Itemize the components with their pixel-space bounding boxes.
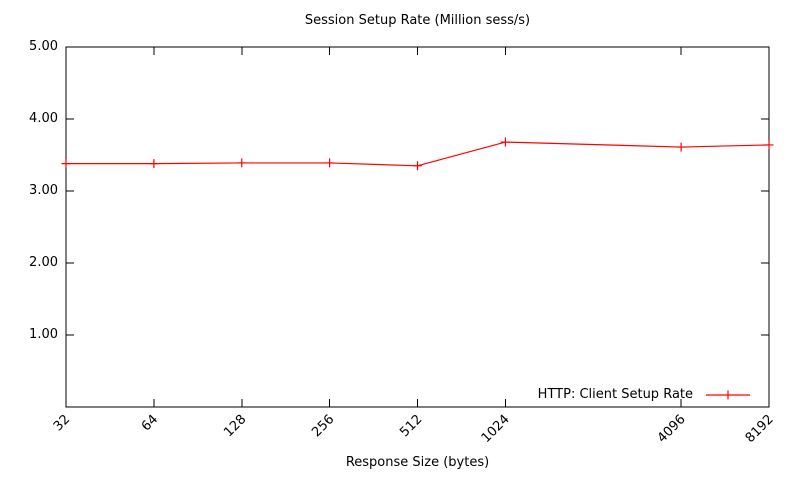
legend-sample-line <box>706 390 750 400</box>
legend-line-sample-icon <box>706 390 750 400</box>
legend: HTTP: Client Setup Rate <box>538 387 751 403</box>
y-tick-label: 5.00 <box>29 39 58 54</box>
y-tick-label: 2.00 <box>29 255 58 270</box>
plot-border <box>65 46 770 408</box>
axis-tick-marks <box>65 46 770 407</box>
x-axis-title: Response Size (bytes) <box>345 455 490 470</box>
y-tick-label: 4.00 <box>29 111 58 126</box>
chart-title: Session Setup Rate (Million sess/s) <box>304 13 531 28</box>
y-tick-label: 1.00 <box>29 327 58 342</box>
y-tick-label: 3.00 <box>29 183 58 198</box>
legend-series-label: HTTP: Client Setup Rate <box>537 387 693 402</box>
data-point-markers <box>61 137 774 171</box>
data-line <box>66 141 770 167</box>
